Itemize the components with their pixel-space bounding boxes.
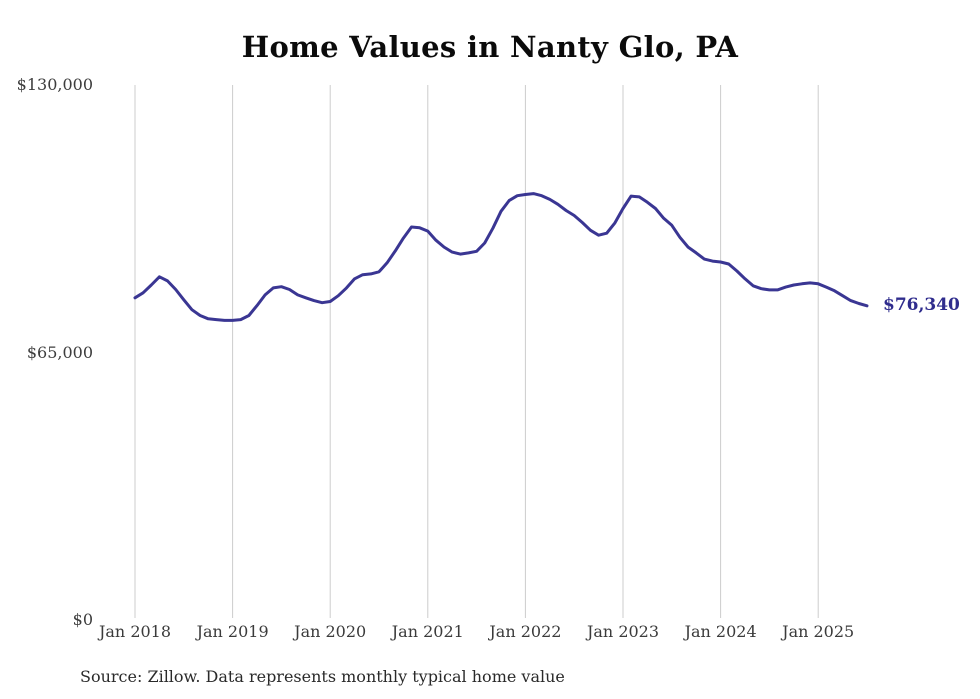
x-tick-label: Jan 2024 <box>684 622 757 641</box>
x-tick-label: Jan 2019 <box>196 622 269 641</box>
x-tick-label: Jan 2025 <box>782 622 855 641</box>
y-tick-label: $0 <box>72 610 93 629</box>
y-tick-label: $130,000 <box>16 75 93 94</box>
x-tick-label: Jan 2018 <box>98 622 172 641</box>
x-tick-label: Jan 2020 <box>294 622 367 641</box>
current-value-label: $76,340 <box>883 294 960 315</box>
x-tick-label: Jan 2022 <box>489 622 562 641</box>
y-tick-label: $65,000 <box>26 342 93 362</box>
home-value-line <box>133 192 869 322</box>
x-tick-label: Jan 2021 <box>391 622 464 641</box>
x-tick-label: Jan 2023 <box>586 622 660 641</box>
chart-title: Home Values in Nanty Glo, PA <box>241 30 739 64</box>
source-note: Source: Zillow. Data represents monthly … <box>80 667 565 686</box>
